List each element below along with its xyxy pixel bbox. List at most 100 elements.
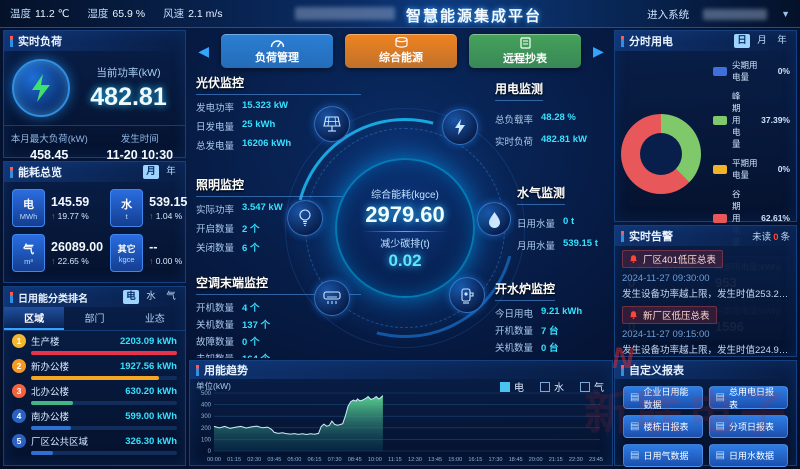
svg-text:08:45: 08:45 [348, 457, 362, 463]
legend-item: 平期用电量 0% [713, 157, 790, 181]
pv-monitor: 光伏监控 发电功率 15.323 kW 日发电量 25 kWh 总发电量 16206 … [196, 74, 361, 157]
wind-value: 2.1 m/s [188, 8, 223, 20]
svg-text:06:15: 06:15 [308, 457, 322, 463]
weather-strip: 温度 11.2 ℃ 湿度 65.9 % 风速 2.1 m/s [0, 6, 223, 21]
svg-text:22:30: 22:30 [569, 457, 583, 463]
svg-text:18:45: 18:45 [509, 457, 523, 463]
ranking-row: 3 北办公楼 630.20 kWh [12, 384, 177, 405]
tab-year[interactable]: 年 [777, 35, 787, 46]
outer-ring [285, 108, 525, 348]
rank-bar [31, 451, 53, 455]
gas-badge: 气 m³ [12, 234, 45, 272]
header-accent [10, 291, 13, 303]
svg-text:00:00: 00:00 [207, 457, 221, 463]
rank-medal-icon: 5 [12, 434, 26, 448]
nav-left-arrow[interactable]: ◀ [198, 42, 209, 59]
dim-tab-area[interactable]: 区域 [4, 307, 65, 330]
legend-item: 尖期用电量 0% [713, 59, 790, 83]
report-icon: ▤ [715, 450, 725, 461]
panel-realtime-alerts: 实时告警 未读 0 条 厂区401低压总表 2024-11-27 09:30:00 … [614, 225, 797, 357]
report-button-daily-water[interactable]: ▤ 日用水数据 [708, 444, 788, 467]
report-button-daily-energy[interactable]: ▤ 企业日用能数据 [623, 386, 703, 410]
remote-meter-reading-button[interactable]: 远程抄表 [469, 34, 581, 68]
ranking-row: 2 新办公楼 1927.56 kWh [12, 359, 177, 380]
tab-year[interactable]: 年 [166, 166, 176, 177]
report-button-total-electric[interactable]: ▤ 总用电日报表 [708, 386, 788, 410]
water-drop-icon [477, 202, 511, 236]
tab-month[interactable]: 月 [757, 35, 767, 46]
meter-icon [519, 36, 531, 49]
rank-bar [31, 426, 71, 430]
temperature-label: 温度 11.2 ℃ [10, 8, 70, 20]
svg-text:13:45: 13:45 [428, 457, 442, 463]
legend-swatch [713, 213, 727, 223]
integrated-energy-button[interactable]: 综合能源 [345, 34, 457, 68]
legend-swatch [713, 164, 727, 174]
alert-item[interactable]: 新厂区低压总表 2024-11-27 09:15:00 发生设备功率越上限，发生… [615, 302, 796, 358]
svg-text:10:00: 10:00 [368, 457, 382, 463]
energy-tile-gas: 气 m³ 26089.00 ↑ 22.65 % [12, 234, 103, 272]
report-button-daily-gas[interactable]: ▤ 日用气数据 [623, 444, 703, 467]
tab-gas[interactable]: 气 [166, 291, 176, 302]
alarm-bell-icon [630, 255, 637, 264]
svg-text:300: 300 [201, 414, 212, 420]
current-power-label: 当前功率(kW) [96, 66, 161, 79]
checkbox-icon [500, 381, 510, 392]
boiler-monitor: 开水炉监控 今日用电 9.21 kWh 开机数量 7 台 关机数量 0 台 [495, 280, 583, 354]
header-accent [621, 35, 624, 47]
trend-title: 用能趋势 [204, 365, 248, 377]
wind-label: 风速 2.1 m/s [163, 8, 223, 20]
panel-custom-reports: 自定义报表 ▤ 企业日用能数据 ▤ 总用电日报表 ▤ 楼栋日报表 ▤ 分项日报表 ▤ 日用… [614, 360, 797, 467]
air-conditioner-icon [314, 280, 350, 316]
legend-gas[interactable]: 气 [580, 379, 604, 394]
load-management-button[interactable]: 负荷管理 [221, 34, 333, 68]
page-title: 智慧能源集成平台 [406, 8, 543, 25]
ranking-row: 1 生产楼 2203.09 kWh [12, 334, 177, 355]
energy-tile-other: 其它 kgce -- ↑ 0.00 % [110, 234, 187, 272]
report-button-subitem-daily[interactable]: ▤ 分项日报表 [708, 415, 788, 438]
ranking-list: 1 生产楼 2203.09 kWh 2 新办公楼 1927.56 kWh 3 北办公… [4, 331, 185, 455]
gauge-icon [270, 39, 284, 47]
svg-text:200: 200 [201, 426, 212, 432]
tab-month[interactable]: 月 [143, 165, 159, 179]
report-icon: ▤ [715, 421, 725, 432]
boiler-icon [449, 277, 485, 313]
nav-right-arrow[interactable]: ▶ [593, 42, 604, 59]
center-stage: 光伏监控 发电功率 15.323 kW 日发电量 25 kWh 总发电量 16206 … [189, 72, 613, 358]
svg-text:15:00: 15:00 [448, 457, 462, 463]
alert-item[interactable]: 厂区401低压总表 2024-11-27 09:30:00 发生设备功率越上限，… [615, 246, 796, 302]
dim-tab-department[interactable]: 部门 [84, 314, 105, 325]
legend-water[interactable]: 水 [540, 379, 564, 394]
boiler-title: 开水炉监控 [495, 280, 556, 301]
legend-item: 峰期用电量 37.39% [713, 90, 790, 150]
occur-time-cell: 发生时间 11-20 10:30 [95, 126, 186, 164]
up-arrow-icon: ↑ [149, 211, 154, 221]
chevron-down-icon[interactable]: ▼ [781, 9, 790, 19]
reports-title: 自定义报表 [629, 365, 684, 377]
header-accent [10, 35, 13, 47]
rank-medal-icon: 3 [12, 384, 26, 398]
tab-electric[interactable]: 电 [123, 290, 139, 304]
report-button-building-daily[interactable]: ▤ 楼栋日报表 [623, 415, 703, 438]
tab-water[interactable]: 水 [146, 291, 156, 302]
lighting-monitor: 照明监控 实际功率 3.547 kW 开启数量 2 个 关闭数量 6 个 [196, 176, 356, 259]
donut-hole [640, 132, 682, 175]
occur-time-label: 发生时间 [120, 134, 159, 145]
tab-day[interactable]: 日 [734, 34, 750, 48]
legend-electric[interactable]: 电 [500, 379, 524, 394]
report-icon: ▤ [630, 421, 640, 432]
header-accent [196, 364, 199, 376]
dim-tab-business[interactable]: 业态 [144, 314, 165, 325]
enter-system-link[interactable]: 进入系统 [647, 8, 690, 21]
svg-text:17:30: 17:30 [488, 457, 502, 463]
water-gas-monitor: 水气监测 日用水量 0 t 月用水量 539.15 t [517, 186, 598, 252]
ranking-title: 日用能分类排名 [18, 293, 88, 305]
blurred-username[interactable] [703, 8, 768, 20]
pv-title: 光伏监控 [196, 74, 361, 95]
rank-medal-icon: 2 [12, 359, 26, 373]
total-energy-value: 2979.60 [365, 201, 445, 227]
svg-text:12:30: 12:30 [408, 457, 422, 463]
rank-bar [31, 376, 159, 380]
